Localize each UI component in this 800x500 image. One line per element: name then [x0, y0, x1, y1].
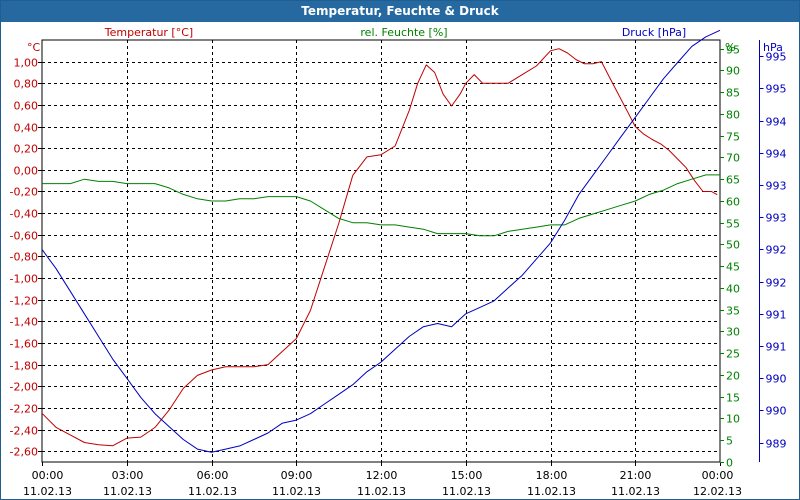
humidity-tick-label: 95 — [726, 44, 740, 57]
pressure-tick-label: 990 — [766, 405, 787, 418]
pressure-tick-label: 992 — [766, 277, 787, 290]
temperature-tick-label: -2,20 — [10, 403, 38, 416]
pressure-tick-label: 991 — [766, 309, 787, 322]
humidity-tick-label: 15 — [726, 392, 740, 405]
humidity-tick-label: 40 — [726, 283, 740, 296]
humidity-tick-label: 60 — [726, 196, 740, 209]
humidity-tick-label: 35 — [726, 305, 740, 318]
axes — [38, 39, 764, 466]
temperature-tick-label: -2,60 — [10, 446, 38, 459]
pressure-tick-label: 992 — [766, 244, 787, 257]
x-tick-time-label: 12:00 — [366, 469, 398, 482]
x-tick-time-label: 00:00 — [32, 469, 64, 482]
pressure-tick-label: 993 — [766, 212, 787, 225]
humidity-tick-label: 90 — [726, 65, 740, 78]
x-tick-time-label: 21:00 — [620, 469, 652, 482]
temperature-tick-label: -0,80 — [10, 251, 38, 264]
pressure-axis-label: Druck [hPa] — [622, 26, 686, 39]
humidity-tick-label: 25 — [726, 348, 740, 361]
humidity-tick-label: 55 — [726, 218, 740, 231]
temperature-tick-label: 0,40 — [14, 122, 39, 135]
temperature-tick-label: -0,40 — [10, 208, 38, 221]
x-tick-time-label: 18:00 — [536, 469, 568, 482]
pressure-tick-label: 993 — [766, 180, 787, 193]
temperature-tick-label: 1,00 — [14, 57, 39, 70]
x-tick-date-label: 11.02.13 — [103, 485, 152, 498]
temperature-tick-label: -2,40 — [10, 425, 38, 438]
pressure-tick-label: 995 — [766, 51, 787, 64]
humidity-tick-label: 30 — [726, 326, 740, 339]
x-tick-time-label: 06:00 — [197, 469, 229, 482]
temperature-tick-label: -1,40 — [10, 316, 38, 329]
pressure-tick-label: 990 — [766, 373, 787, 386]
humidity-tick-label: 5 — [726, 435, 733, 448]
pressure-tick-label: 994 — [766, 148, 787, 161]
humidity-axis-label: rel. Feuchte [%] — [360, 26, 447, 39]
temperature-tick-label: 0,80 — [14, 78, 39, 91]
humidity-tick-label: 10 — [726, 413, 740, 426]
temperature-tick-label: -0,60 — [10, 230, 38, 243]
x-tick-date-label: 11.02.13 — [527, 485, 576, 498]
grid — [42, 40, 720, 462]
x-tick-time-label: 09:00 — [281, 469, 313, 482]
humidity-tick-label: 50 — [726, 239, 740, 252]
chart-svg: °C Temperatur [°C] rel. Feuchte [%] Druc… — [10, 26, 787, 499]
x-tick-date-label: 12.02.13 — [693, 485, 742, 498]
pressure-tick-label: 991 — [766, 341, 787, 354]
pressure-tick-label: 995 — [766, 83, 787, 96]
temperature-tick-label: -1,80 — [10, 360, 38, 373]
temperature-unit-label: °C — [27, 41, 41, 54]
temperature-tick-label: -0,20 — [10, 186, 38, 199]
x-tick-date-label: 11.02.13 — [357, 485, 406, 498]
x-tick-time-label: 03:00 — [112, 469, 144, 482]
temperature-series-line — [41, 48, 718, 447]
temperature-tick-label: -2,00 — [10, 381, 38, 394]
humidity-tick-label: 85 — [726, 87, 740, 100]
x-tick-date-label: 11.02.13 — [442, 485, 491, 498]
window-title: Temperatur, Feuchte & Druck — [1, 1, 799, 22]
temperature-tick-label: -1,00 — [10, 273, 38, 286]
temperature-tick-label: 0,20 — [14, 143, 39, 156]
x-tick-time-label: 00:00 — [702, 469, 734, 482]
x-tick-date-label: 11.02.13 — [272, 485, 321, 498]
humidity-tick-label: 45 — [726, 261, 740, 274]
temperature-tick-label: -1,20 — [10, 295, 38, 308]
x-tick-date-label: 11.02.13 — [188, 485, 237, 498]
humidity-tick-label: 70 — [726, 152, 740, 165]
humidity-tick-label: 80 — [726, 109, 740, 122]
pressure-tick-label: 994 — [766, 116, 787, 129]
x-tick-date-label: 11.02.13 — [611, 485, 660, 498]
humidity-tick-label: 0 — [726, 457, 733, 470]
pressure-series-line — [41, 29, 721, 453]
humidity-series-line — [42, 174, 720, 237]
pressure-tick-label: 989 — [766, 438, 787, 451]
humidity-unit-label: % — [725, 41, 735, 54]
humidity-tick-label: 75 — [726, 131, 740, 144]
x-tick-time-label: 15:00 — [451, 469, 483, 482]
pressure-unit-label: hPa — [763, 41, 783, 54]
humidity-tick-label: 20 — [726, 370, 740, 383]
temperature-tick-label: 0,60 — [14, 100, 39, 113]
temperature-tick-label: 0,00 — [14, 165, 39, 178]
temperature-axis-label: Temperatur [°C] — [104, 26, 193, 39]
series — [41, 29, 721, 453]
x-tick-date-label: 11.02.13 — [23, 485, 72, 498]
temperature-tick-label: -1,60 — [10, 338, 38, 351]
humidity-tick-label: 65 — [726, 174, 740, 187]
tick-labels: 00:00 11.02.13 03:00 11.02.13 06:00 11.02.13 0… — [10, 44, 787, 499]
